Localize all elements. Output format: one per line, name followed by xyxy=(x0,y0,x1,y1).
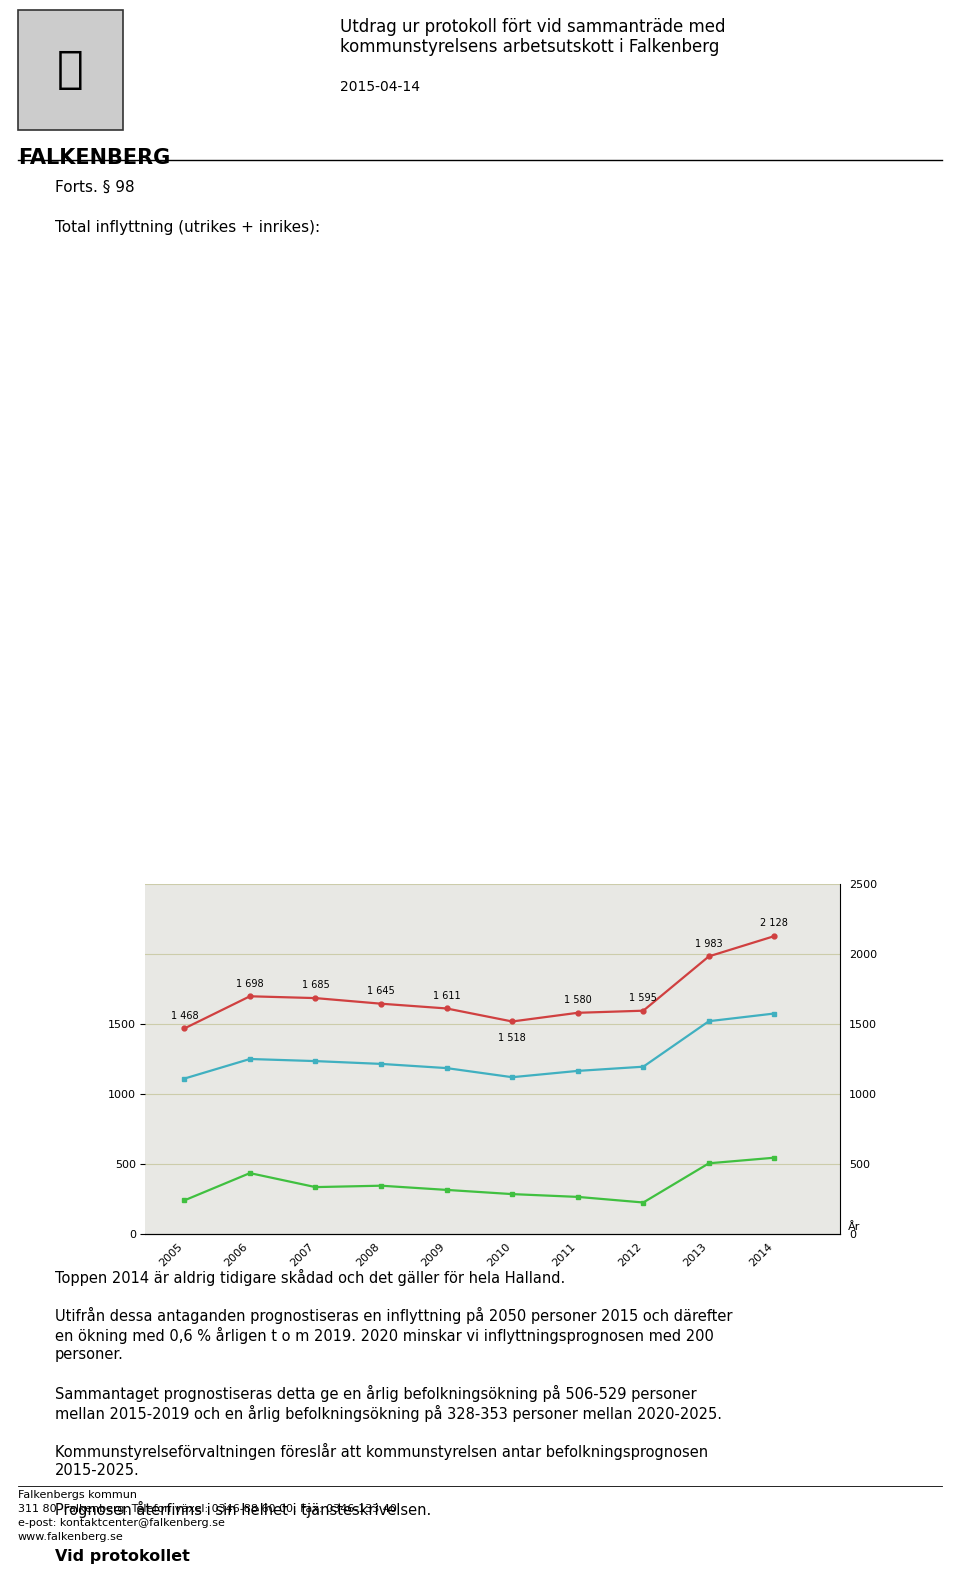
FancyBboxPatch shape xyxy=(18,9,123,131)
Text: 1 698: 1 698 xyxy=(236,979,264,988)
Text: FALKENBERG: FALKENBERG xyxy=(18,148,170,168)
Text: personer.: personer. xyxy=(55,1347,124,1362)
Text: Falkenbergs kommun: Falkenbergs kommun xyxy=(18,1491,137,1500)
Text: 1 595: 1 595 xyxy=(630,993,658,1003)
Text: mellan 2015-2019 och en årlig befolkningsökning på 328-353 personer mellan 2020-: mellan 2015-2019 och en årlig befolkning… xyxy=(55,1406,722,1421)
Text: 2015-2025.: 2015-2025. xyxy=(55,1462,140,1478)
Text: 2 128: 2 128 xyxy=(760,918,788,929)
Text: kommunstyrelsens arbetsutskott i Falkenberg: kommunstyrelsens arbetsutskott i Falkenb… xyxy=(340,38,719,57)
Text: 1 518: 1 518 xyxy=(498,1033,526,1044)
Text: www.falkenberg.se: www.falkenberg.se xyxy=(18,1532,124,1543)
Text: e-post: kontaktcenter@falkenberg.se: e-post: kontaktcenter@falkenberg.se xyxy=(18,1517,225,1528)
Text: 2015-04-14: 2015-04-14 xyxy=(340,80,420,94)
Text: 🦅: 🦅 xyxy=(58,49,84,91)
Text: 1 983: 1 983 xyxy=(695,938,723,949)
Text: Vid protokollet: Vid protokollet xyxy=(55,1549,190,1565)
Text: Utifrån dessa antaganden prognostiseras en inflyttning på 2050 personer 2015 och: Utifrån dessa antaganden prognostiseras … xyxy=(55,1306,732,1324)
Text: Utdrag ur protokoll fört vid sammanträde med: Utdrag ur protokoll fört vid sammanträde… xyxy=(340,17,726,36)
Text: Sammantaget prognostiseras detta ge en årlig befolkningsökning på 506-529 person: Sammantaget prognostiseras detta ge en å… xyxy=(55,1385,697,1402)
Text: År: År xyxy=(848,1221,860,1232)
Text: en ökning med 0,6 % årligen t o m 2019. 2020 minskar vi inflyttningsprognosen me: en ökning med 0,6 % årligen t o m 2019. … xyxy=(55,1327,714,1344)
Text: 1 468: 1 468 xyxy=(171,1011,198,1022)
Text: 311 80  Falkenberg. Telefon växel: 0346-88 60 00. Fax: 0346-133 40: 311 80 Falkenberg. Telefon växel: 0346-8… xyxy=(18,1505,396,1514)
Text: 1 611: 1 611 xyxy=(433,990,461,1001)
Text: Forts. § 98: Forts. § 98 xyxy=(55,179,134,195)
Text: Total inflyttning (utrikes + inrikes):: Total inflyttning (utrikes + inrikes): xyxy=(55,220,320,235)
Text: Toppen 2014 är aldrig tidigare skådad och det gäller för hela Halland.: Toppen 2014 är aldrig tidigare skådad oc… xyxy=(55,1269,565,1286)
Text: Prognosen återfinns i sin helhet i tjänsteskrivelsen.: Prognosen återfinns i sin helhet i tjäns… xyxy=(55,1502,431,1517)
Text: 1 685: 1 685 xyxy=(301,981,329,990)
Text: Kommunstyrelseförvaltningen föreslår att kommunstyrelsen antar befolkningsprogno: Kommunstyrelseförvaltningen föreslår att… xyxy=(55,1443,708,1461)
Text: 1 580: 1 580 xyxy=(564,995,591,1006)
Text: 1 645: 1 645 xyxy=(367,985,395,996)
